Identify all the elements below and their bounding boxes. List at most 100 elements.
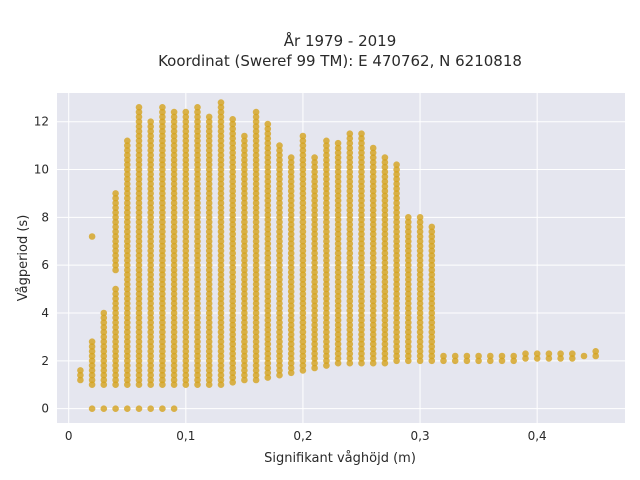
data-point — [194, 300, 201, 307]
data-point — [159, 357, 166, 365]
data-point — [416, 257, 424, 264]
data-point — [323, 252, 330, 259]
data-point — [182, 161, 190, 168]
data-point — [252, 338, 260, 346]
data-point — [381, 235, 389, 243]
data-point — [147, 128, 154, 135]
data-point — [264, 283, 272, 291]
data-point — [311, 307, 318, 314]
data-point — [147, 171, 154, 178]
data-point — [252, 281, 260, 288]
data-point — [276, 209, 283, 216]
data-point — [159, 300, 166, 307]
data-point — [170, 309, 178, 317]
data-point — [159, 218, 166, 226]
data-point — [405, 352, 412, 360]
data-point — [124, 209, 131, 216]
data-point — [170, 304, 178, 312]
data-point — [241, 238, 248, 245]
data-point — [170, 228, 178, 235]
data-point — [135, 204, 143, 212]
data-point — [147, 233, 154, 240]
data-point — [112, 300, 119, 307]
data-point — [393, 247, 400, 255]
data-point — [522, 350, 529, 358]
data-point — [405, 218, 412, 226]
data-point — [205, 324, 213, 331]
data-point — [381, 226, 389, 233]
data-point — [88, 357, 96, 365]
data-point — [276, 266, 283, 274]
data-point — [358, 331, 365, 338]
data-point — [369, 168, 377, 176]
data-point — [194, 371, 201, 379]
data-point — [229, 216, 236, 223]
data-point — [276, 338, 283, 346]
data-point — [287, 302, 295, 310]
data-point — [159, 309, 166, 317]
data-point — [135, 252, 143, 259]
data-point — [287, 340, 295, 348]
data-point — [287, 178, 295, 185]
data-point — [147, 194, 154, 202]
data-point — [393, 285, 400, 293]
data-point — [264, 163, 272, 171]
data-point — [241, 367, 248, 374]
data-point — [170, 132, 178, 140]
data-point — [194, 338, 201, 346]
data-point — [170, 281, 178, 288]
data-point — [229, 183, 236, 190]
data-point — [287, 326, 295, 334]
data-point — [205, 123, 213, 130]
data-point — [159, 166, 166, 173]
data-point — [252, 314, 260, 322]
data-point — [124, 314, 131, 322]
data-point — [159, 132, 166, 140]
data-point — [241, 156, 248, 164]
data-point — [369, 254, 377, 262]
data-point — [358, 197, 365, 204]
data-point — [252, 376, 260, 384]
data-point — [182, 108, 190, 116]
data-point — [346, 331, 354, 338]
data-point — [217, 233, 225, 240]
data-point — [135, 180, 143, 188]
data-point — [229, 139, 236, 147]
data-point — [112, 194, 119, 202]
data-point — [405, 319, 412, 326]
data-point — [170, 285, 178, 293]
data-point — [287, 336, 295, 343]
data-point — [252, 238, 260, 245]
data-point — [334, 192, 342, 200]
data-point — [311, 192, 318, 200]
data-point — [229, 144, 236, 152]
data-point — [112, 247, 119, 255]
data-point — [147, 161, 154, 168]
data-point — [299, 328, 307, 336]
data-point — [147, 209, 154, 216]
data-point — [393, 233, 400, 240]
data-point — [405, 261, 412, 269]
data-point — [475, 352, 482, 360]
data-point — [194, 357, 201, 365]
data-point — [252, 300, 260, 307]
data-point — [311, 364, 318, 372]
data-point — [346, 139, 354, 147]
data-point — [381, 264, 389, 271]
data-point — [205, 290, 213, 298]
data-point — [217, 328, 225, 336]
data-point — [124, 257, 131, 264]
data-point — [346, 192, 354, 200]
data-point — [323, 300, 330, 307]
data-point — [405, 214, 412, 221]
data-point — [311, 173, 318, 180]
data-point — [381, 331, 389, 338]
data-point — [393, 348, 400, 355]
data-point — [229, 273, 236, 281]
data-point — [229, 192, 236, 200]
data-point — [205, 228, 213, 235]
data-point — [194, 113, 201, 121]
data-point — [135, 104, 143, 111]
data-point — [381, 159, 389, 166]
data-point — [170, 123, 178, 130]
